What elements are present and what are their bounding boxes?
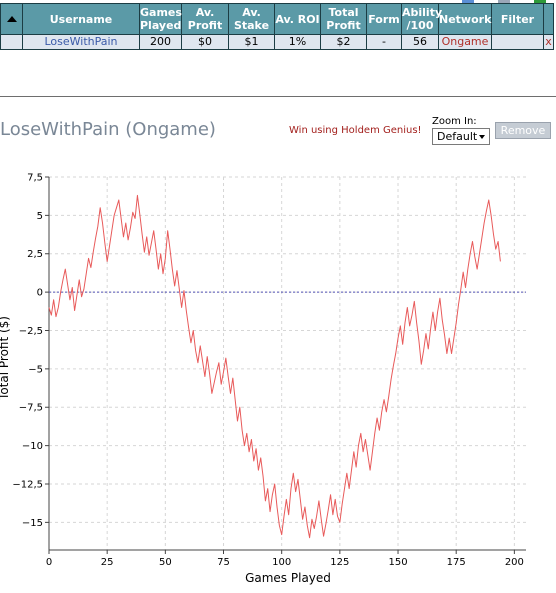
header-close [543,3,554,35]
cell-games-played: 200 [139,34,182,50]
chart-y-ticks: 7,5 5 2,5 0 −2,5 −5 −7,5 −10 −12,5 −15 [12,173,49,529]
header-ability[interactable]: Ability /100 [401,3,442,35]
promo-link[interactable]: Win using Holdem Genius! [289,125,422,136]
player-stats-table: Username Games Played Av. Profit Av. Sta… [0,3,554,50]
x-tick-label: 0 [46,557,52,568]
y-tick-label: −5 [28,364,43,375]
chart-axes [48,177,526,551]
section-divider [0,96,556,97]
header-total-profit[interactable]: Total Profit [320,3,367,35]
x-tick-label: 100 [272,557,291,568]
header-av-roi[interactable]: Av. ROI [274,3,321,35]
zoom-label: Zoom In: [432,116,477,127]
zoom-select[interactable]: Default [432,128,490,145]
table-header-row: Username Games Played Av. Profit Av. Sta… [0,3,554,35]
sort-header[interactable] [0,3,23,35]
header-filter[interactable]: Filter [491,3,544,35]
y-tick-label: −15 [22,518,43,529]
y-tick-label: 7,5 [27,173,43,184]
x-tick-label: 25 [101,557,114,568]
zoom-select-value: Default [437,130,478,143]
chart-series [48,194,501,539]
cell-ability: 56 [401,34,439,50]
y-tick-label: −2,5 [19,326,43,337]
header-av-profit[interactable]: Av. Profit [181,3,229,35]
header-games-played[interactable]: Games Played [139,3,182,35]
cell-av-profit: $0 [181,34,229,50]
x-tick-label: 175 [447,557,466,568]
cell-av-roi: 1% [274,34,321,50]
chevron-down-icon [479,135,485,139]
x-tick-label: 125 [330,557,349,568]
cell-username[interactable]: LoseWithPain [22,34,140,50]
chart-x-ticks: 0 25 50 75 100 125 150 175 200 [46,550,524,568]
x-tick-label: 200 [505,557,524,568]
y-tick-label: 5 [37,211,43,222]
table-row[interactable]: LoseWithPain 200 $0 $1 1% $2 - 56 Ongame… [0,34,554,50]
header-form[interactable]: Form [366,3,402,35]
remove-button[interactable]: Remove [495,122,551,139]
profit-series-line [48,194,501,539]
y-tick-label: −12,5 [12,479,43,490]
y-tick-label: −10 [22,441,43,452]
chart-grid [49,176,526,550]
y-axis-title: Total Profit ($) [0,316,11,401]
y-tick-label: −7,5 [19,403,43,414]
y-tick-label: 2,5 [27,249,43,260]
cell-network[interactable]: Ongame [438,34,492,50]
cell-form: - [366,34,402,50]
cell-filter[interactable] [491,34,544,50]
player-title: LoseWithPain (Ongame) [0,119,216,140]
y-tick-label: 0 [37,288,43,299]
sort-up-arrow-icon[interactable] [6,15,17,22]
header-network[interactable]: Network [438,3,492,35]
x-tick-label: 150 [388,557,407,568]
x-tick-label: 75 [217,557,230,568]
cell-total-profit: $2 [320,34,367,50]
header-username[interactable]: Username [22,3,140,35]
x-tick-label: 50 [159,557,172,568]
player-stats-table-wrap: Username Games Played Av. Profit Av. Sta… [0,3,556,50]
header-av-stake[interactable]: Av. Stake [228,3,275,35]
profit-chart: 0 25 50 75 100 125 150 175 200 7,5 5 2,5 0 −2,5 −5 −7,… [0,173,526,585]
cell-av-stake: $1 [228,34,275,50]
cell-sort [0,34,23,50]
remove-row-icon[interactable]: x [543,34,554,50]
x-axis-title: Games Played [245,571,331,585]
